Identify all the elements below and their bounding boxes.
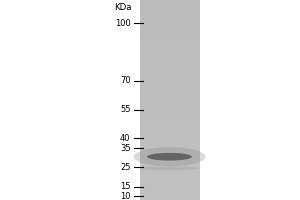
Bar [140, 133, 200, 137]
Bar [140, 83, 200, 87]
Bar [140, 10, 200, 13]
Bar [140, 3, 200, 7]
Bar [140, 100, 200, 103]
Bar [140, 143, 200, 147]
Text: 25: 25 [120, 163, 130, 172]
Bar [140, 60, 200, 63]
Bar [140, 177, 200, 180]
Bar [140, 127, 200, 130]
Bar [140, 87, 200, 90]
Bar [140, 170, 200, 173]
Ellipse shape [147, 153, 192, 161]
Bar [140, 193, 200, 197]
Bar [140, 57, 200, 60]
Text: 40: 40 [120, 134, 130, 143]
Bar [140, 0, 200, 200]
Bar [140, 33, 200, 37]
Bar [140, 37, 200, 40]
Bar [140, 117, 200, 120]
Bar [140, 180, 200, 183]
Text: 55: 55 [120, 105, 130, 114]
Bar [140, 30, 200, 33]
Bar [140, 43, 200, 47]
Bar [140, 20, 200, 23]
Bar [140, 173, 200, 177]
Bar [140, 97, 200, 100]
Bar [140, 107, 200, 110]
Bar [140, 40, 200, 43]
Bar [140, 13, 200, 17]
Text: 10: 10 [120, 192, 130, 200]
Bar [140, 0, 200, 3]
Bar [140, 113, 200, 117]
Bar [140, 27, 200, 30]
Bar [140, 187, 200, 190]
Ellipse shape [140, 166, 199, 170]
Bar [140, 140, 200, 143]
Bar [140, 153, 200, 157]
Bar [140, 163, 200, 167]
Bar [140, 160, 200, 163]
Text: KDa: KDa [115, 3, 132, 12]
Bar [140, 120, 200, 123]
Bar [140, 50, 200, 53]
Bar [140, 103, 200, 107]
Bar [140, 190, 200, 193]
Bar [140, 77, 200, 80]
Bar [140, 7, 200, 10]
Text: 15: 15 [120, 182, 130, 191]
Bar [140, 63, 200, 67]
Bar [140, 70, 200, 73]
Bar [140, 167, 200, 170]
Bar [140, 150, 200, 153]
Text: 70: 70 [120, 76, 130, 85]
Bar [140, 147, 200, 150]
Text: 35: 35 [120, 144, 130, 153]
Bar [140, 137, 200, 140]
Ellipse shape [134, 147, 206, 166]
Bar [140, 53, 200, 57]
Bar [140, 93, 200, 97]
Bar [140, 90, 200, 93]
Bar [140, 123, 200, 127]
Bar [140, 130, 200, 133]
Bar [140, 47, 200, 50]
Bar [140, 17, 200, 20]
Bar [140, 110, 200, 113]
Bar [140, 67, 200, 70]
Bar [140, 157, 200, 160]
Bar [140, 80, 200, 83]
Bar [140, 197, 200, 200]
Text: 100: 100 [115, 19, 130, 28]
Bar [140, 73, 200, 77]
Bar [140, 23, 200, 27]
Bar [140, 183, 200, 187]
